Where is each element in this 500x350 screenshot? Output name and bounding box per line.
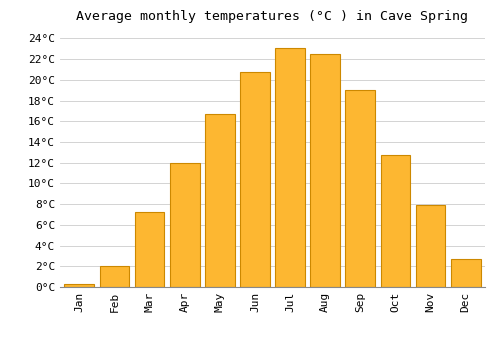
Bar — [240, 71, 270, 287]
Bar — [134, 212, 164, 287]
Bar — [64, 284, 94, 287]
Bar — [170, 163, 200, 287]
Bar — [346, 90, 375, 287]
Bar — [380, 155, 410, 287]
Title: Average monthly temperatures (°C ) in Cave Spring: Average monthly temperatures (°C ) in Ca… — [76, 10, 468, 23]
Bar — [416, 205, 446, 287]
Bar — [100, 266, 130, 287]
Bar — [310, 54, 340, 287]
Bar — [205, 114, 234, 287]
Bar — [451, 259, 480, 287]
Bar — [275, 48, 305, 287]
